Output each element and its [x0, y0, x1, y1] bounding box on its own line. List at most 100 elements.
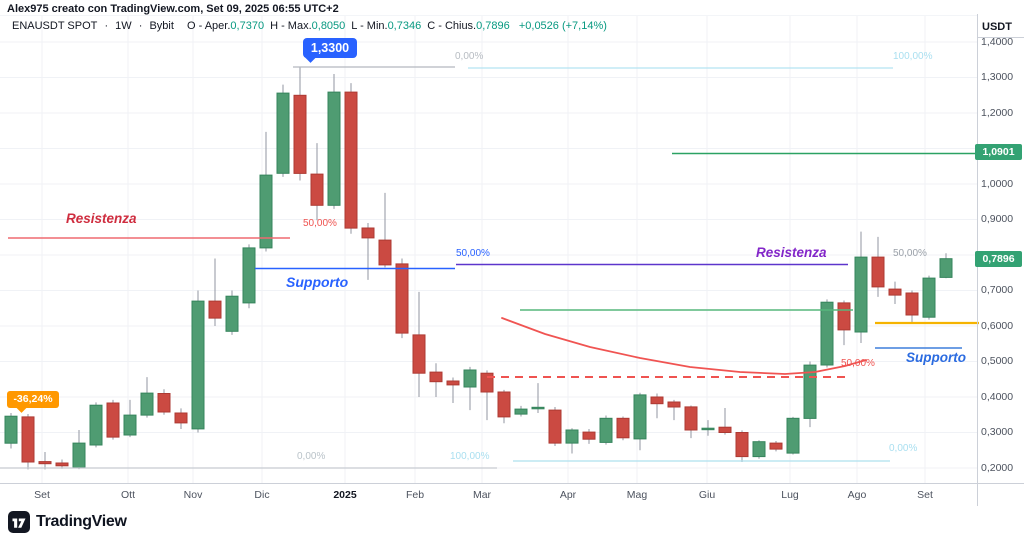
time-tick: Ago — [847, 489, 867, 501]
separator-dot: · — [104, 20, 109, 32]
price-tick: 0,4000 — [981, 390, 1014, 403]
tradingview-branding[interactable]: TradingView — [8, 511, 127, 533]
candle-body — [344, 91, 358, 229]
symbol-info-bar[interactable]: ENAUSDT SPOT · 1W · Bybit O - Aper.0,737… — [12, 20, 607, 32]
fib-level-label: 100,00% — [893, 51, 933, 62]
time-tick: Apr — [559, 489, 577, 501]
candle-body — [55, 462, 69, 467]
ohlc-field-label: O - Aper. — [187, 20, 231, 32]
candle-body — [89, 404, 103, 446]
time-tick: 2025 — [333, 489, 357, 501]
candle-body — [361, 227, 375, 239]
time-tick: Lug — [781, 489, 799, 501]
candle-body — [769, 442, 783, 450]
price-level-badge[interactable]: 1,0901 — [975, 144, 1022, 160]
tradingview-wordmark: TradingView — [36, 513, 127, 530]
candle-body — [616, 417, 630, 439]
ohlc-field-label: L - Min. — [351, 20, 388, 32]
candle-body — [786, 417, 800, 454]
price-tick: 1,4000 — [981, 35, 1014, 48]
ohlc-field-value: 0,7346 — [387, 20, 422, 32]
ohlc-field-value: 0,8050 — [311, 20, 346, 32]
candle-body — [888, 288, 902, 296]
candle-body — [803, 364, 817, 419]
candle-body — [106, 402, 120, 438]
ohlc-field-value: 0,7370 — [230, 20, 265, 32]
price-tick: 0,3000 — [981, 426, 1014, 438]
candle-body — [701, 427, 715, 431]
chart-attribution-title: Alex975 creato con TradingView.com, Set … — [7, 3, 339, 15]
candle-body — [718, 426, 732, 434]
candle-body — [208, 300, 222, 319]
candle-body — [548, 409, 562, 444]
time-tick: Giu — [698, 489, 716, 501]
candle-body — [497, 391, 511, 418]
price-tick: 0,7000 — [981, 284, 1014, 296]
drawdown-callout[interactable]: -36,24% — [7, 391, 59, 413]
fib-level-label: 100,00% — [450, 451, 490, 462]
price-tick: 1,0000 — [981, 177, 1014, 190]
trend-text-label[interactable]: Supporto — [906, 350, 966, 365]
candle-body — [633, 394, 647, 440]
time-tick: Nov — [183, 489, 203, 501]
timeframe[interactable]: 1W — [115, 20, 132, 32]
time-tick: Mar — [472, 489, 492, 501]
price-tick: 1,3000 — [981, 71, 1014, 83]
candle-body — [837, 302, 851, 331]
candle-body — [565, 429, 579, 444]
candle-body — [123, 414, 137, 436]
fib-level-label: 50,00% — [893, 248, 927, 259]
candle-body — [140, 392, 154, 416]
candle-body — [276, 92, 290, 174]
price-tick: 1,2000 — [981, 106, 1014, 119]
price-tick: 0,6000 — [981, 319, 1014, 332]
price-change: +0,0526 (+7,14%) — [518, 20, 607, 32]
candle-body — [242, 247, 256, 304]
candle-body — [395, 263, 409, 334]
candle-body — [38, 461, 52, 465]
drawdown-callout-text: -36,24% — [13, 393, 53, 405]
candle-body — [922, 277, 936, 318]
candle-body — [21, 416, 35, 463]
candle-body — [854, 256, 868, 333]
candle-body — [905, 292, 919, 316]
candle-body — [378, 239, 392, 266]
ma-curve[interactable] — [501, 317, 867, 375]
price-tick: 0,9000 — [981, 213, 1014, 225]
quote-currency-label: USDT — [982, 21, 1012, 33]
candle-body — [650, 396, 664, 405]
candle-body — [72, 442, 86, 469]
candle-body — [4, 415, 18, 444]
price-level-badge[interactable]: 0,7896 — [975, 250, 1022, 267]
high-price-callout[interactable]: 1,3300 — [303, 38, 357, 63]
symbol-name[interactable]: ENAUSDT SPOT — [12, 20, 98, 32]
time-tick: Mag — [626, 489, 648, 501]
separator-dot: · — [138, 20, 143, 32]
candle-body — [259, 174, 273, 249]
candle-body — [429, 371, 443, 383]
fib-level-label: 50,00% — [841, 358, 875, 369]
fib-level-label: 50,00% — [456, 248, 490, 259]
candle-body — [871, 256, 885, 288]
trend-text-label[interactable]: Resistenza — [66, 211, 137, 226]
candle-body — [752, 441, 766, 458]
ohlc-field-label: C - Chius. — [427, 20, 477, 32]
candle-body — [667, 401, 681, 408]
candle-body — [531, 406, 545, 410]
candle-body — [446, 380, 460, 386]
time-tick: Ott — [120, 489, 135, 501]
fib-level-label: 50,00% — [303, 218, 337, 229]
trend-text-label[interactable]: Resistenza — [756, 245, 827, 260]
trend-text-label[interactable]: Supporto — [286, 274, 349, 290]
ohlc-field-label: H - Max. — [270, 20, 312, 32]
candle-body — [191, 300, 205, 430]
time-tick: Feb — [405, 489, 425, 501]
high-price-callout-text: 1,3300 — [310, 41, 350, 55]
candle-body — [310, 173, 324, 206]
candle-body — [293, 94, 307, 174]
price-tick: 0,5000 — [981, 355, 1014, 367]
candle-body — [582, 431, 596, 440]
candle-body — [327, 91, 341, 206]
candle-body — [463, 369, 477, 388]
